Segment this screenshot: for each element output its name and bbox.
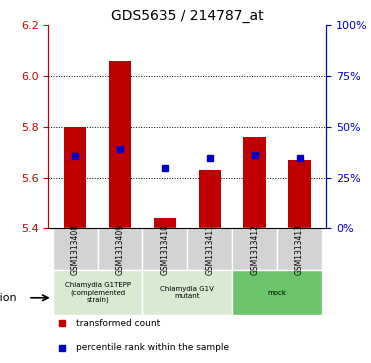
Bar [288,160,311,228]
Text: GSM1313410: GSM1313410 [160,224,170,274]
Text: GSM1313412: GSM1313412 [250,224,259,274]
FancyBboxPatch shape [142,228,187,270]
Bar [109,61,131,228]
Text: GSM1313408: GSM1313408 [70,224,80,274]
FancyBboxPatch shape [98,228,142,270]
Title: GDS5635 / 214787_at: GDS5635 / 214787_at [111,9,264,23]
Text: GSM1313411: GSM1313411 [205,224,214,274]
Text: mock: mock [267,290,287,295]
Text: percentile rank within the sample: percentile rank within the sample [76,343,229,352]
Bar [243,137,266,228]
Bar [64,127,86,228]
Text: GSM1313413: GSM1313413 [295,224,304,274]
FancyBboxPatch shape [187,228,232,270]
Bar [154,218,176,228]
Bar [198,170,221,228]
Text: Chlamydia G1TEPP
(complemented
strain): Chlamydia G1TEPP (complemented strain) [65,282,131,303]
Text: transformed count: transformed count [76,319,160,328]
Text: Chlamydia G1V
mutant: Chlamydia G1V mutant [160,286,214,299]
Text: GSM1313409: GSM1313409 [115,224,125,275]
Text: infection: infection [0,293,17,303]
FancyBboxPatch shape [232,228,277,270]
FancyBboxPatch shape [142,270,232,315]
FancyBboxPatch shape [53,228,98,270]
FancyBboxPatch shape [277,228,322,270]
FancyBboxPatch shape [232,270,322,315]
FancyBboxPatch shape [53,270,142,315]
